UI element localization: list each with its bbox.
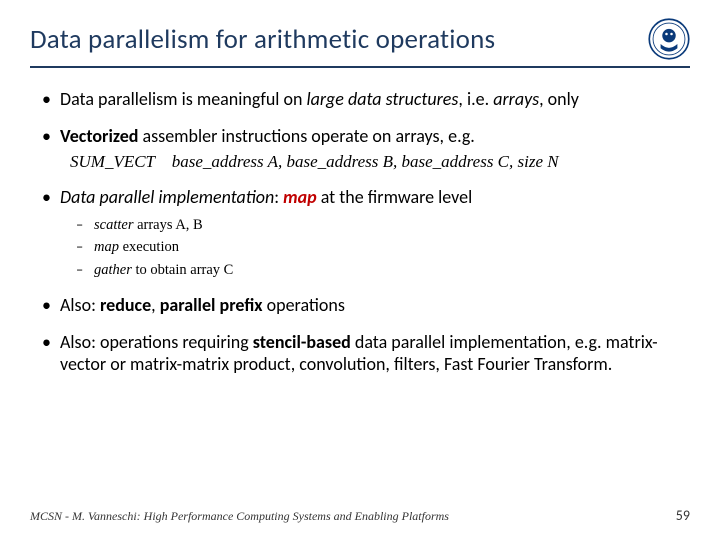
text-bold: reduce [100, 294, 151, 316]
slide-footer: MCSN - M. Vanneschi: High Performance Co… [30, 507, 690, 524]
sub-bullet-item: map execution [76, 237, 690, 258]
text-em: gather [94, 262, 132, 278]
sub-bullet-item: gather to obtain array C [76, 260, 690, 281]
bullet-list: Data parallelism is meaningful on large … [36, 88, 690, 376]
university-seal-icon [648, 18, 690, 60]
text: at the firmware level [317, 186, 473, 208]
text: , i.e. [458, 88, 493, 110]
bullet-item: Vectorized assembler instructions operat… [36, 125, 690, 173]
text-em: large data structures [307, 88, 459, 110]
slide-content: Data parallelism is meaningful on large … [30, 88, 690, 376]
text: operations [263, 294, 345, 316]
bullet-item: Also: operations requiring stencil-based… [36, 331, 690, 376]
code-line: SUM_VECT base_address A, base_address B,… [70, 151, 690, 172]
text-bold-red: map [283, 186, 316, 208]
text-em: arrays [493, 88, 539, 110]
bullet-item: Also: reduce, parallel prefix operations [36, 294, 690, 317]
slide-title: Data parallelism for arithmetic operatio… [30, 23, 495, 56]
sub-bullet-item: scatter arrays A, B [76, 215, 690, 236]
bullet-item: Data parallelism is meaningful on large … [36, 88, 690, 111]
text: arrays A, B [133, 217, 202, 233]
footer-text: MCSN - M. Vanneschi: High Performance Co… [30, 509, 449, 524]
text-em: Data parallel implementation [60, 186, 274, 208]
text: Data parallelism is meaningful on [60, 88, 307, 110]
text: assembler instructions operate on arrays… [138, 125, 474, 147]
text: to obtain array C [132, 262, 233, 278]
text: , [151, 294, 160, 316]
text: : [274, 186, 283, 208]
text: , only [539, 88, 579, 110]
text-em: map [94, 239, 119, 255]
text: Also: [60, 294, 100, 316]
text: Also: operations requiring [60, 331, 253, 353]
text-em: scatter [94, 217, 133, 233]
code-args: base_address A, base_address B, base_add… [155, 152, 559, 171]
text-bold: stencil-based [253, 331, 351, 353]
slide-header: Data parallelism for arithmetic operatio… [30, 18, 690, 68]
text: execution [119, 239, 179, 255]
page-number: 59 [676, 507, 690, 524]
text-bold: Vectorized [60, 125, 138, 147]
sub-bullet-list: scatter arrays A, B map execution gather… [76, 215, 690, 281]
text-bold: parallel prefix [160, 294, 263, 316]
code-instr: SUM_VECT [70, 152, 155, 171]
bullet-item: Data parallel implementation: map at the… [36, 186, 690, 280]
